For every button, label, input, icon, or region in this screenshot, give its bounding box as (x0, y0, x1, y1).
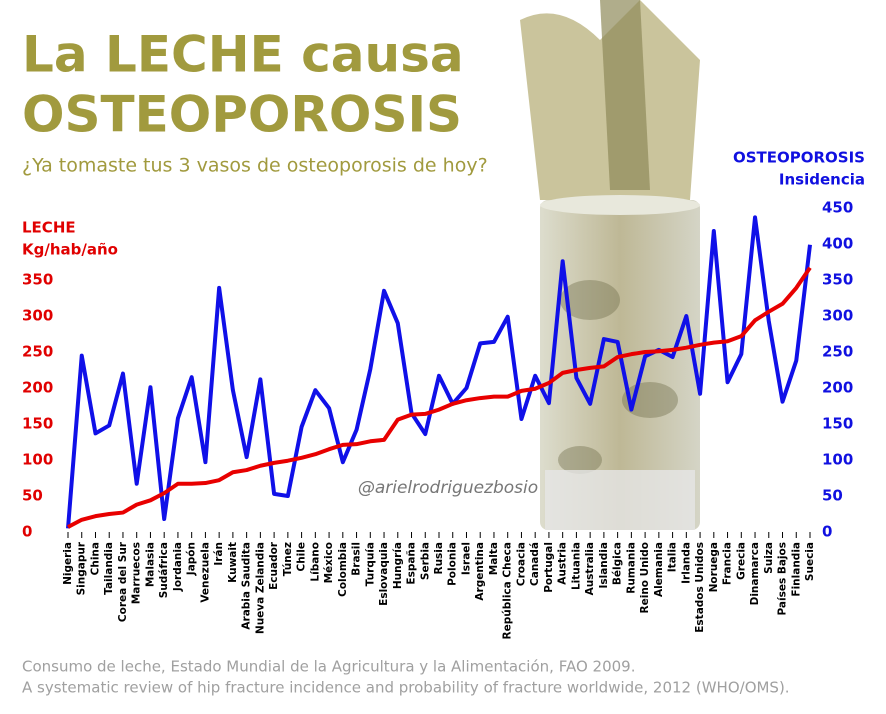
x-tick-label: Serbia (419, 542, 431, 580)
x-tick-label: Ecuador (268, 541, 280, 590)
source: Consumo de leche, Estado Mundial de la A… (22, 658, 635, 676)
x-tick-label: Noruega (708, 542, 720, 592)
x-tick-label: Venezuela (199, 542, 211, 603)
x-tick-label: Italia (667, 542, 679, 572)
y-tick-label: 300 (22, 307, 53, 325)
glass-illustration (520, 0, 700, 530)
x-tick-label: Arabia Saudita (241, 542, 253, 630)
x-tick-label: Australia (584, 542, 596, 595)
source: A systematic review of hip fracture inci… (22, 679, 790, 697)
x-tick-label: Singapur (76, 541, 88, 595)
y-axis-unit: Kg/hab/año (22, 241, 118, 259)
x-tick-label: Malta (488, 542, 500, 575)
x-tick-label: Israel (460, 542, 472, 575)
x-tick-label: España (406, 542, 418, 585)
x-tick-label: Croacia (515, 542, 527, 586)
x-tick-label: Tailandia (103, 542, 115, 595)
y2-tick-label: 150 (822, 415, 853, 433)
y-tick-label: 250 (22, 343, 53, 361)
x-tick-label: Malasia (144, 542, 156, 587)
y2-axis-title: OSTEOPOROSIS (733, 149, 865, 167)
y-axis-title: LECHE (22, 219, 76, 237)
series-line (67, 266, 812, 529)
y2-tick-label: 350 (822, 271, 853, 289)
y2-tick-label: 450 (822, 199, 853, 217)
y-tick-label: 200 (22, 379, 53, 397)
y-tick-label: 50 (22, 487, 43, 505)
y-tick-label: 150 (22, 415, 53, 433)
x-tick-label: Rumania (625, 542, 637, 594)
x-tick-label: Dinamarca (749, 542, 761, 605)
y-tick-label: 350 (22, 271, 53, 289)
x-tick-label: Líbano (309, 542, 321, 582)
x-tick-label: Japón (186, 542, 198, 576)
x-tick-label: Jordania (172, 542, 184, 592)
x-tick-label: Chile (296, 542, 308, 572)
x-tick-label: Sudáfrica (158, 542, 170, 598)
x-tick-label: Irlanda (680, 542, 692, 584)
x-tick-label: Marruecos (131, 542, 143, 604)
title-line: OSTEOPOROSIS (22, 86, 462, 144)
x-tick-label: Países Bajos (777, 542, 789, 616)
x-tick-label: Rusia (433, 542, 445, 575)
x-tick-label: Nigeria (62, 542, 74, 585)
y2-tick-label: 250 (822, 343, 853, 361)
x-tick-label: Alemania (653, 542, 665, 597)
y2-tick-label: 100 (822, 451, 853, 469)
x-tick-label: Finlandia (790, 542, 802, 597)
x-tick-label: Túnez (282, 542, 294, 576)
y2-axis-unit: Insidencia (779, 171, 865, 189)
x-tick-label: Islandia (598, 542, 610, 589)
x-tick-label: Lituania (570, 542, 582, 590)
x-tick-label: Brasil (351, 542, 363, 576)
x-tick-label: Reino Unido (639, 542, 651, 613)
y-tick-label: 100 (22, 451, 53, 469)
x-tick-label: Argentina (474, 542, 486, 601)
y2-tick-label: 300 (822, 307, 853, 325)
x-tick-label: Kuwait (227, 542, 239, 583)
x-tick-label: Suiza (763, 542, 775, 574)
x-tick-label: Nueva Zelandia (254, 542, 266, 634)
x-tick-label: Austria (557, 542, 569, 585)
x-tick-label: México (323, 542, 335, 583)
x-tick-label: Polonia (447, 542, 459, 586)
x-tick-label: Francia (722, 542, 734, 585)
subtitle: ¿Ya tomaste tus 3 vasos de osteoporosis … (22, 155, 488, 177)
x-tick-label: Corea del Sur (117, 541, 129, 622)
x-tick-label: Irán (213, 542, 225, 566)
y-tick-label: 0 (22, 523, 32, 541)
y2-tick-label: 400 (822, 235, 853, 253)
y2-tick-label: 0 (822, 523, 832, 541)
y2-tick-label: 50 (822, 487, 843, 505)
x-tick-label: Canadá (529, 542, 541, 586)
x-tick-label: Estados Unidos (694, 542, 706, 633)
x-tick-label: Portugal (543, 542, 555, 593)
x-tick-label: Turquía (364, 542, 376, 586)
y2-tick-label: 200 (822, 379, 853, 397)
series-line (66, 215, 812, 529)
x-tick-label: Colombia (337, 542, 349, 597)
x-tick-label: Eslovaquia (378, 542, 390, 606)
title-line: La LECHE causa (22, 26, 464, 84)
x-tick-label: República Checa (502, 542, 514, 640)
watermark: @arielrodriguezbosio (358, 478, 538, 498)
x-tick-label: Bélgica (612, 542, 624, 585)
x-tick-label: China (89, 542, 101, 575)
x-tick-label: Grecia (735, 542, 747, 580)
x-tick-label: Hungría (392, 542, 404, 589)
x-tick-label: Suecia (804, 542, 816, 581)
